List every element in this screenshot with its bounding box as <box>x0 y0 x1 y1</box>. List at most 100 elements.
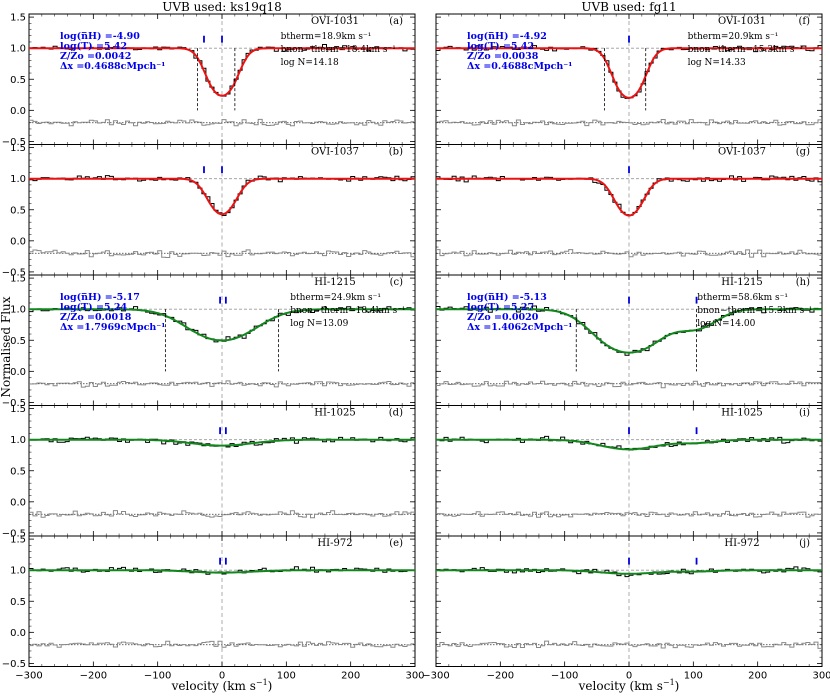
x-tick-label: 100 <box>277 671 296 682</box>
panel-d: 1.5 1.0 0.5 0.0 −0.5 HI-1025 (d) <box>2 404 416 539</box>
y-tick-label: 0.5 <box>10 466 26 477</box>
y-tick-label: 0.0 <box>10 367 26 378</box>
x-axis-title: velocity (km s−1) <box>578 678 680 693</box>
residual-series <box>436 119 822 127</box>
fit-parameter: Δx =0.4688cMpch⁻¹ <box>467 61 572 72</box>
y-tick-label: −0.5 <box>2 267 26 278</box>
ion-label: HI-972 <box>724 538 759 549</box>
panel-c: 1.5 1.0 0.5 0.0 −0.5 HI-1215 (c) log(n̅H) =-5.1… <box>2 274 416 409</box>
panel-letter: (d) <box>389 408 403 419</box>
fit-parameter: log(T) =5.27 <box>467 302 534 313</box>
y-tick-label: 0.5 <box>10 336 26 347</box>
fit-curve <box>436 308 822 354</box>
y-tick-label: −0.5 <box>2 398 26 409</box>
fit-curve <box>29 308 415 342</box>
y-tick-label: 0.0 <box>10 106 26 117</box>
ion-label: OVI-1031 <box>311 16 359 27</box>
x-axis-titles: velocity (km s−1) velocity (km s−1) <box>171 678 680 693</box>
y-tick-label: −0.5 <box>2 528 26 539</box>
ion-label: HI-1025 <box>721 408 763 419</box>
fit-parameter: log(n̅H) =-5.13 <box>467 292 547 303</box>
fit-parameter: Z/Zo =0.0042 <box>60 51 131 62</box>
panel-g: OVI-1037 (g) <box>435 144 823 276</box>
column-title-left: UVB used: ks19q18 <box>162 0 282 14</box>
panel-letter: (h) <box>796 277 810 288</box>
y-tick-label: 1.0 <box>10 305 26 316</box>
fit-curve <box>29 47 415 97</box>
y-tick-label: 1.5 <box>10 143 26 154</box>
b-parameter: btherm=20.9km s⁻¹ <box>688 32 779 42</box>
b-parameter: bnon−therm=18.4km s⁻¹ <box>290 306 405 316</box>
fit-parameter: Z/Zo =0.0020 <box>467 312 539 323</box>
x-tick-label: 0 <box>626 671 632 682</box>
residual-series <box>29 510 415 519</box>
fit-parameter: Δx =0.4688cMpch⁻¹ <box>60 61 165 72</box>
fit-curve <box>29 569 415 574</box>
y-tick-label: 1.0 <box>10 174 26 185</box>
panel-letter: (i) <box>799 408 810 419</box>
ion-label: HI-1025 <box>314 408 356 419</box>
y-tick-label: 1.5 <box>10 535 26 546</box>
x-tick-label: −100 <box>144 671 171 682</box>
x-tick-label: 300 <box>405 671 424 682</box>
residual-series <box>436 380 822 389</box>
x-tick-label: −200 <box>80 671 107 682</box>
fit-parameter: log(n̅H) =-4.92 <box>467 31 547 42</box>
x-tick-label: 100 <box>684 671 703 682</box>
residual-series <box>436 510 822 518</box>
b-parameter: btherm=58.6km s⁻¹ <box>697 293 788 303</box>
fit-curve <box>436 569 822 575</box>
fit-curve <box>436 177 822 217</box>
b-parameter: bnon−therm=18.4km s⁻¹ <box>281 45 396 55</box>
ion-label: HI-1215 <box>721 277 763 288</box>
panel-letter: (g) <box>796 147 810 158</box>
panel-e: 1.5 1.0 0.5 0.0 −0.5 HI-972 (e) −300 −200 −100 0 10… <box>2 535 425 682</box>
fit-curve <box>436 438 822 451</box>
y-tick-label: 1.0 <box>10 435 26 446</box>
b-parameter: log N=14.18 <box>281 58 339 68</box>
ion-label: HI-1215 <box>314 277 356 288</box>
panel-letter: (c) <box>390 277 404 288</box>
y-tick-label: 0.0 <box>10 628 26 639</box>
y-tick-label: 0.0 <box>10 236 26 247</box>
y-tick-label: 1.5 <box>10 13 26 24</box>
x-tick-label: −300 <box>15 671 42 682</box>
y-tick-label: −0.5 <box>2 137 26 148</box>
b-parameter: btherm=18.9km s⁻¹ <box>281 32 372 42</box>
x-tick-label: −100 <box>551 671 578 682</box>
y-tick-label: 0.5 <box>10 75 26 86</box>
panel-letter: (e) <box>389 538 403 549</box>
fit-parameter: log(T) =5.42 <box>467 41 534 52</box>
fit-parameter: log(T) =5.24 <box>60 302 127 313</box>
x-tick-label: 200 <box>748 671 767 682</box>
panel-letter: (j) <box>799 538 810 549</box>
fit-curve <box>29 177 415 216</box>
b-parameter: log N=14.00 <box>697 319 755 329</box>
fit-parameter: Δx =1.4062cMpch⁻¹ <box>467 322 572 333</box>
panel-letter: (a) <box>389 16 403 27</box>
y-tick-label: 1.5 <box>10 274 26 285</box>
ion-label: OVI-1037 <box>718 147 766 158</box>
panel-a: 1.5 1.0 0.5 0.0 −0.5 OVI-1031 (a) log(n̅H) =-4.… <box>2 13 416 148</box>
residual-series <box>29 380 415 388</box>
y-tick-label: 0.5 <box>10 205 26 216</box>
panel-j: HI-972 (j) −300 −200 −100 0 100 200 300 <box>422 535 830 682</box>
fit-curve <box>436 47 822 99</box>
x-tick-label: 200 <box>341 671 360 682</box>
panel-b: 1.5 1.0 0.5 0.0 −0.5 OVI-1037 (b) <box>2 143 416 278</box>
x-tick-label: −300 <box>422 671 449 682</box>
fit-parameter: Z/Zo =0.0038 <box>467 51 539 62</box>
ion-label: OVI-1031 <box>718 16 766 27</box>
x-axis-title: velocity (km s−1) <box>171 678 273 693</box>
fit-parameter: Z/Zo =0.0018 <box>60 312 132 323</box>
ion-label: HI-972 <box>317 538 352 549</box>
column-title-right: UVB used: fg11 <box>581 0 676 14</box>
x-tick-label: −200 <box>487 671 514 682</box>
b-parameter: bnon−therm=15.3km s⁻¹ <box>688 45 803 55</box>
x-tick-label: 300 <box>812 671 830 682</box>
y-tick-label: 1.0 <box>10 44 26 55</box>
residual-series <box>436 640 822 649</box>
